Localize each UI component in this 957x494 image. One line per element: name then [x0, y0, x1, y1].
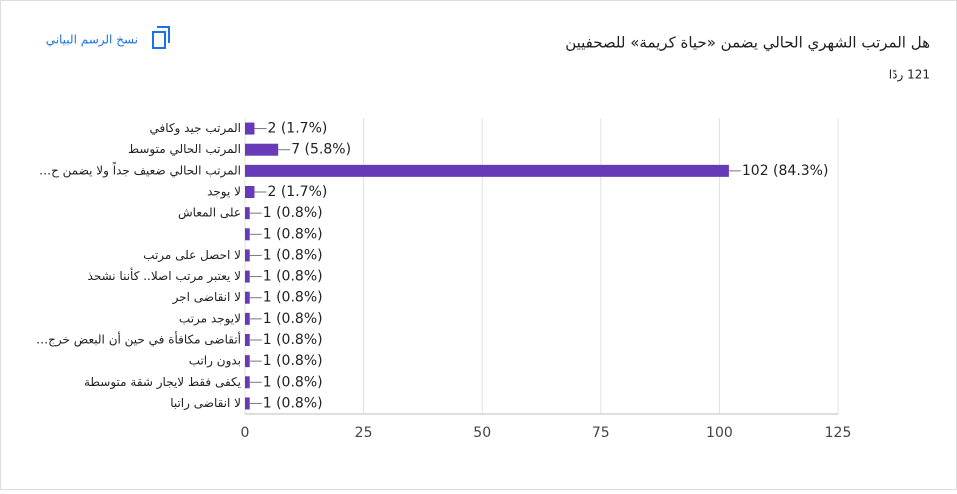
x-tick-label: 75	[592, 425, 610, 441]
value-label: 1 (0.8%)	[263, 353, 323, 369]
bar	[245, 355, 250, 368]
y-tick-label: لا احصل على مرتب	[143, 248, 241, 263]
value-label: 1 (0.8%)	[263, 311, 323, 327]
y-tick-label: بدون راتب	[189, 354, 241, 369]
bar	[245, 207, 250, 220]
bar	[245, 270, 250, 283]
y-tick-label: لايوجد مرتب	[179, 311, 241, 326]
response-count: 121 ردًا	[889, 68, 930, 83]
chart-title: هل المرتب الشهري الحالي يضمن «حياة كريمة…	[565, 34, 930, 53]
value-label: 1 (0.8%)	[263, 374, 323, 390]
x-tick-label: 125	[825, 425, 852, 441]
value-label: 1 (0.8%)	[263, 332, 323, 348]
y-tick-label: لا انقاضى راتبا	[170, 396, 241, 411]
value-label: 2 (1.7%)	[267, 121, 327, 137]
value-label: 1 (0.8%)	[263, 247, 323, 263]
copy-icon	[152, 31, 166, 49]
copy-chart-label: نسخ الرسم البياني	[46, 33, 138, 48]
bar	[245, 186, 255, 198]
bar	[245, 312, 250, 325]
value-label: 102 (84.3%)	[742, 163, 829, 179]
y-tick-label: المرتب الحالي متوسط	[128, 142, 241, 157]
y-tick-label: لا يعتبر مرتب اصلا.. كأننا نشحذ	[88, 267, 241, 284]
y-tick-label: المرتب جيد وكافي	[149, 121, 241, 136]
bar	[245, 397, 250, 410]
x-tick-label: 50	[473, 425, 491, 441]
value-label: 1 (0.8%)	[263, 269, 323, 285]
bar	[245, 334, 250, 346]
copy-icon-back	[157, 26, 170, 43]
y-tick-label: لا يوجد	[207, 185, 241, 200]
bar	[245, 291, 250, 304]
bar	[245, 143, 279, 156]
value-label: 1 (0.8%)	[263, 226, 323, 242]
bar	[245, 376, 250, 389]
y-tick-label: لا انقاضى اجر	[172, 290, 241, 305]
x-tick-label: 100	[706, 425, 733, 441]
x-tick-label: 0	[241, 425, 250, 441]
y-tick-label: على المعاش	[178, 206, 241, 221]
value-label: 1 (0.8%)	[263, 290, 323, 306]
y-tick-label: المرتب الحالي ضعيف جداً ولا يضمن ح…	[39, 162, 241, 179]
bar	[245, 164, 729, 177]
y-tick-label: يكفى فقط لايجار شقة متوسطة	[84, 375, 241, 390]
value-label: 1 (0.8%)	[263, 395, 323, 411]
value-label: 7 (5.8%)	[291, 142, 351, 158]
bar	[245, 122, 255, 135]
y-tick-label: أتقاضى مكافأة في حين أن البعض خرج…	[36, 331, 241, 348]
copy-chart-button[interactable]: نسخ الرسم البياني	[46, 26, 170, 49]
value-label: 1 (0.8%)	[263, 205, 323, 221]
bar	[245, 249, 250, 262]
value-label: 2 (1.7%)	[267, 184, 327, 200]
bar	[245, 228, 250, 241]
x-tick-label: 25	[355, 425, 373, 441]
